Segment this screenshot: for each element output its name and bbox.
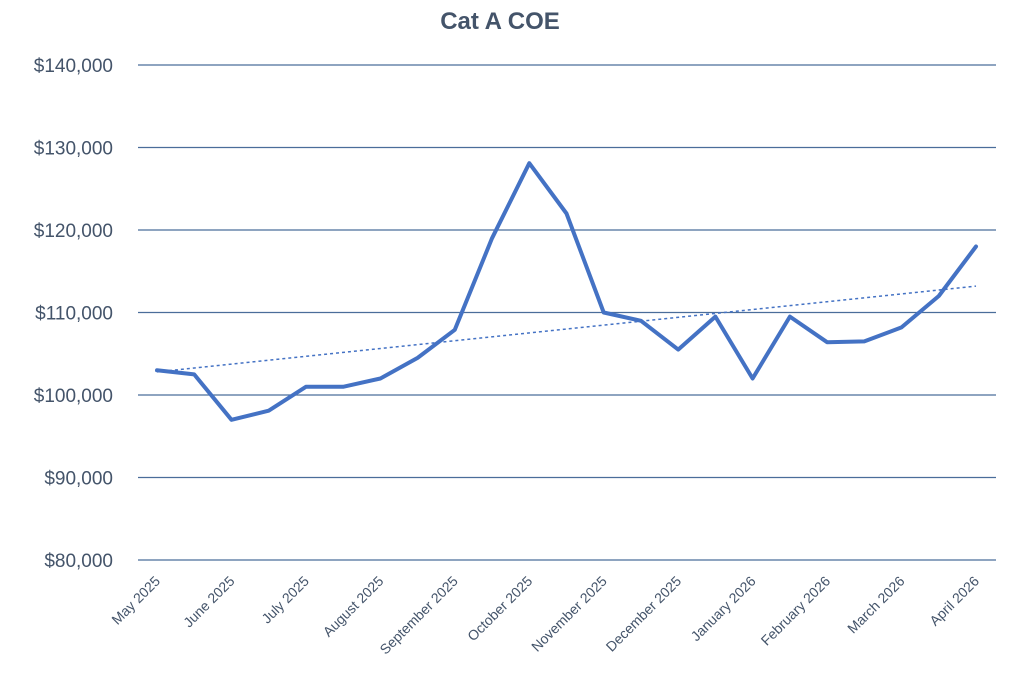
x-tick-label: January 2026: [687, 573, 758, 644]
series-line: [155, 161, 978, 422]
x-tick-label: November 2025: [528, 573, 610, 655]
x-tick-label: June 2025: [180, 573, 238, 631]
y-tick-label: $140,000: [34, 56, 113, 77]
y-tick-label: $110,000: [35, 304, 113, 325]
x-axis-tick-labels: May 2025 June 2025 July 2025 August 2025Sep…: [108, 573, 982, 658]
x-tick-label: September 2025: [376, 573, 461, 658]
trendline: [156, 285, 977, 373]
x-tick-label: March 2026: [844, 573, 908, 637]
x-tick-label: February 2026: [758, 573, 834, 649]
x-tick-label: April 2026: [926, 573, 982, 629]
y-tick-label: $80,000: [44, 551, 113, 572]
chart-title: Cat A COE: [440, 8, 560, 35]
gridlines: [138, 64, 996, 561]
y-tick-label: $120,000: [34, 221, 113, 242]
y-axis-tick-labels: $80,000 $90,000 $100,000 $110,000 $120,000 $1…: [34, 56, 113, 572]
x-tick-label: May 2025: [108, 573, 163, 628]
series-lines: [155, 161, 978, 422]
x-tick-label: July 2025: [258, 573, 312, 627]
x-tick-label: October 2025: [464, 573, 535, 644]
y-tick-label: $130,000: [34, 139, 113, 160]
x-tick-label: December 2025: [603, 573, 685, 655]
y-tick-label: $90,000: [44, 469, 113, 490]
y-tick-label: $100,000: [34, 386, 113, 407]
x-tick-label: August 2025: [320, 573, 387, 640]
